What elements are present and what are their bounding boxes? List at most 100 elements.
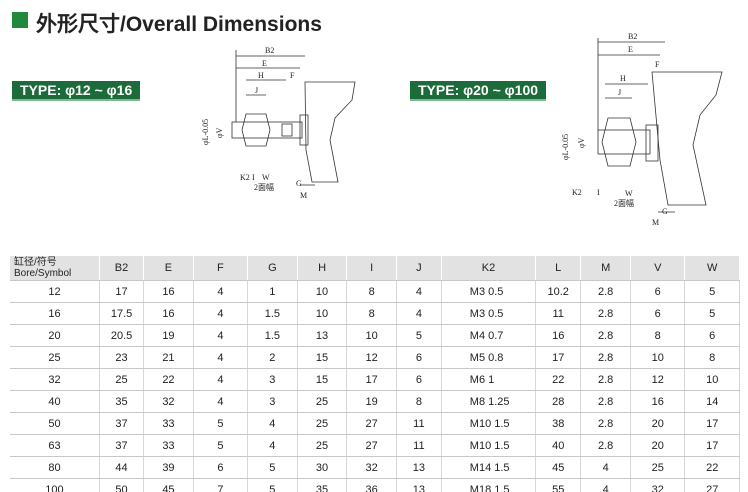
- column-header: J: [396, 256, 442, 281]
- value-cell: 16: [143, 302, 194, 325]
- value-cell: 19: [346, 390, 397, 413]
- bore-cell: 25: [10, 346, 100, 369]
- value-cell: M3 0.5: [441, 302, 537, 325]
- value-cell: 5: [193, 412, 249, 435]
- value-cell: 22: [143, 368, 194, 391]
- dim-label: φL-0.05: [201, 119, 210, 145]
- bore-cell: 32: [10, 368, 100, 391]
- table-row: 20 20.5 19 4 1.5 13 10 5 M4 0.7 16 2.8 8 6: [10, 324, 740, 347]
- column-header: H: [297, 256, 348, 281]
- value-cell: 16: [143, 280, 194, 303]
- value-cell: 4: [396, 302, 442, 325]
- value-cell: 17: [684, 434, 740, 457]
- bore-cell: 80: [10, 456, 100, 479]
- table-row: 100 50 45 7 5 35 36 13 M18 1.5 55 4 32 27: [10, 478, 740, 492]
- value-cell: 45: [143, 478, 194, 492]
- type-label: TYPE: φ20 ~ φ100: [410, 81, 547, 101]
- value-cell: M10 1.5: [441, 412, 537, 435]
- rod: [231, 121, 303, 139]
- value-cell: 17: [346, 368, 397, 391]
- bore-cell: 12: [10, 280, 100, 303]
- dim-label: G: [296, 179, 302, 188]
- nut: [241, 113, 271, 147]
- value-cell: 8: [684, 346, 740, 369]
- table-row: 40 35 32 4 3 25 19 8 M8 1.25 28 2.8 16 14: [10, 390, 740, 413]
- value-cell: 6: [396, 346, 442, 369]
- value-cell: 4: [193, 302, 249, 325]
- value-cell: 33: [143, 434, 194, 457]
- table-row: 12 17 16 4 1 10 8 4 M3 0.5 10.2 2.8 6 5: [10, 280, 740, 303]
- dim-label: I: [597, 188, 600, 197]
- value-cell: 10: [297, 280, 348, 303]
- value-cell: 10: [297, 302, 348, 325]
- value-cell: 2.8: [580, 434, 632, 457]
- value-cell: 5: [684, 280, 740, 303]
- value-cell: 21: [143, 346, 194, 369]
- dim-label: G: [662, 207, 668, 216]
- dim-label: φL-0.05: [561, 134, 570, 160]
- value-cell: 32: [630, 478, 686, 492]
- value-cell: 7: [193, 478, 249, 492]
- value-cell: 2.8: [580, 346, 632, 369]
- dim-label: J: [618, 88, 621, 97]
- dim-label: K2: [240, 173, 250, 182]
- value-cell: 1.5: [247, 324, 298, 347]
- dim-label: F: [290, 71, 295, 80]
- table-row: 80 44 39 6 5 30 32 13 M14 1.5 45 4 25 22: [10, 456, 740, 479]
- value-cell: 5: [684, 302, 740, 325]
- page-title: 外形尺寸/Overall Dimensions: [36, 13, 322, 36]
- value-cell: 22: [684, 456, 740, 479]
- nut: [601, 117, 637, 167]
- value-cell: 27: [346, 412, 397, 435]
- value-cell: 6: [684, 324, 740, 347]
- value-cell: 2.8: [580, 412, 632, 435]
- bore-cell: 100: [10, 478, 100, 492]
- dim-label: J: [255, 86, 258, 95]
- value-cell: 25: [297, 412, 348, 435]
- collar: [281, 123, 293, 137]
- value-cell: 16: [630, 390, 686, 413]
- value-cell: 27: [684, 478, 740, 492]
- dim-label: 2面幅: [614, 198, 634, 208]
- value-cell: 40: [535, 434, 582, 457]
- value-cell: 55: [535, 478, 582, 492]
- column-header: M: [580, 256, 632, 281]
- value-cell: 16: [535, 324, 582, 347]
- flange: [645, 124, 659, 162]
- value-cell: 10: [630, 346, 686, 369]
- type-label: TYPE: φ12 ~ φ16: [12, 81, 141, 101]
- value-cell: 6: [630, 302, 686, 325]
- value-cell: 12: [346, 346, 397, 369]
- table-row: 16 17.5 16 4 1.5 10 8 4 M3 0.5 11 2.8 6 5: [10, 302, 740, 325]
- value-cell: 13: [396, 456, 442, 479]
- value-cell: 8: [346, 280, 397, 303]
- value-cell: 45: [535, 456, 582, 479]
- value-cell: 32: [143, 390, 194, 413]
- value-cell: 11: [396, 434, 442, 457]
- dim-label: W: [262, 173, 270, 182]
- value-cell: M14 1.5: [441, 456, 537, 479]
- value-cell: 8: [346, 302, 397, 325]
- value-cell: 23: [99, 346, 145, 369]
- value-cell: 33: [143, 412, 194, 435]
- value-cell: 8: [630, 324, 686, 347]
- dim-label: E: [628, 45, 633, 54]
- column-header: B2: [99, 256, 145, 281]
- value-cell: 6: [630, 280, 686, 303]
- column-header: W: [684, 256, 740, 281]
- value-cell: 4: [247, 434, 298, 457]
- value-cell: 3: [247, 368, 298, 391]
- body: [304, 81, 356, 183]
- value-cell: 37: [99, 434, 145, 457]
- column-header: G: [247, 256, 298, 281]
- bore-cell: 50: [10, 412, 100, 435]
- value-cell: 25: [99, 368, 145, 391]
- dim-label: K2: [572, 188, 582, 197]
- value-cell: 20.5: [99, 324, 145, 347]
- value-cell: 39: [143, 456, 194, 479]
- value-cell: M5 0.8: [441, 346, 537, 369]
- corner-en: Bore/Symbol: [14, 268, 72, 279]
- value-cell: M8 1.25: [441, 390, 537, 413]
- value-cell: 10: [684, 368, 740, 391]
